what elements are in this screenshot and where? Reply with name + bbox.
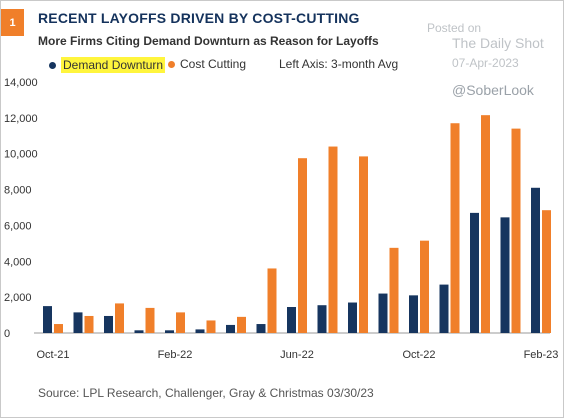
watermark-handle: @SoberLook (452, 82, 534, 98)
bar-cost-cutting (481, 115, 490, 334)
bar-cost-cutting (54, 324, 63, 333)
bar-demand-downturn (409, 295, 418, 333)
watermark-posted: Posted on (427, 21, 482, 35)
bar-cost-cutting (389, 247, 399, 333)
legend-swatch-demand (49, 61, 56, 69)
legend-label-demand: Demand Downturn (61, 57, 166, 73)
y-tick-label: 0 (4, 328, 10, 340)
x-tick-label: Feb-23 (524, 349, 559, 361)
bar-demand-downturn (317, 305, 327, 333)
bar-demand-downturn (195, 329, 205, 333)
y-tick-label: 12,000 (4, 113, 38, 125)
bar-cost-cutting (206, 320, 216, 333)
bar-demand-downturn (43, 306, 52, 333)
y-tick-label: 2,000 (4, 292, 32, 304)
bar-cost-cutting (511, 128, 521, 333)
bar-demand-downturn (287, 307, 296, 333)
source-note: Source: LPL Research, Challenger, Gray &… (38, 386, 374, 400)
bar-cost-cutting (328, 146, 338, 333)
x-tick-label: Jun-22 (280, 349, 314, 361)
bar-demand-downturn (378, 293, 388, 333)
bar-demand-downturn (73, 312, 83, 333)
bar-demand-downturn (500, 217, 510, 333)
bar-cost-cutting (420, 240, 429, 333)
chart-title: RECENT LAYOFFS DRIVEN BY COST-CUTTING (38, 10, 360, 26)
bar-cost-cutting (450, 123, 460, 333)
x-tick-label: Oct-22 (402, 349, 435, 361)
y-tick-label: 14,000 (4, 77, 38, 89)
bar-demand-downturn (348, 302, 357, 333)
bar-cost-cutting (115, 303, 124, 333)
bar-cost-cutting (359, 156, 368, 333)
bar-cost-cutting (267, 268, 277, 333)
bar-cost-cutting (237, 316, 246, 333)
bar-demand-downturn (470, 212, 479, 333)
legend-axis-note: Left Axis: 3-month Avg (279, 57, 399, 71)
chart-subtitle: More Firms Citing Demand Downturn as Rea… (38, 34, 379, 48)
bar-cost-cutting (84, 315, 94, 333)
x-tick-label: Oct-21 (36, 349, 69, 361)
watermark-date: 07-Apr-2023 (452, 56, 519, 70)
legend-item-demand: Demand Downturn (49, 57, 166, 73)
y-tick-label: 10,000 (4, 149, 38, 161)
bar-cost-cutting (298, 158, 307, 333)
legend-swatch-cost (168, 60, 175, 68)
y-tick-label: 6,000 (4, 220, 32, 232)
bar-cost-cutting (176, 312, 185, 333)
watermark-name: The Daily Shot (452, 35, 544, 51)
y-tick-label: 4,000 (4, 256, 32, 268)
bar-cost-cutting (145, 307, 155, 333)
legend-item-cost: Cost Cutting (168, 57, 246, 71)
chart-number-badge: 1 (1, 9, 24, 36)
bar-demand-downturn (104, 315, 113, 333)
bar-demand-downturn (439, 284, 449, 333)
y-tick-label: 8,000 (4, 185, 32, 197)
x-tick-label: Feb-22 (158, 349, 193, 361)
bar-demand-downturn (226, 324, 235, 333)
bar-cost-cutting (542, 210, 551, 333)
bar-demand-downturn (531, 187, 540, 333)
bar-demand-downturn (256, 324, 266, 333)
legend-label-cost: Cost Cutting (180, 57, 247, 71)
bar-demand-downturn (134, 330, 144, 333)
bar-demand-downturn (165, 330, 174, 333)
